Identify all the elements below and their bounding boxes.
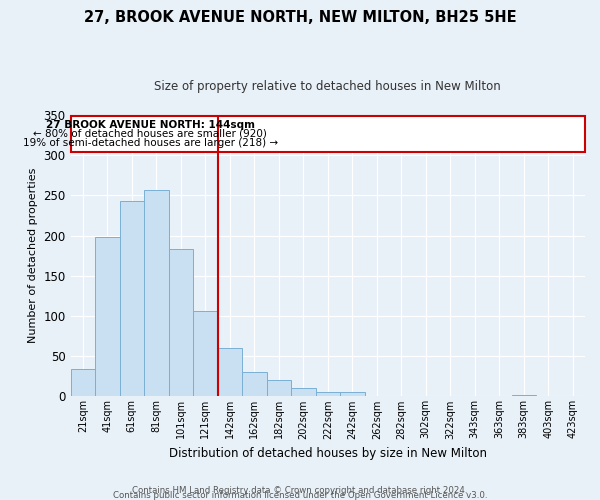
Bar	[242, 372, 266, 396]
Bar	[71, 116, 585, 152]
Bar	[119, 201, 144, 396]
Bar	[95, 237, 119, 396]
Bar	[266, 380, 291, 396]
Bar	[218, 348, 242, 397]
Bar	[144, 190, 169, 396]
Text: 27, BROOK AVENUE NORTH, NEW MILTON, BH25 5HE: 27, BROOK AVENUE NORTH, NEW MILTON, BH25…	[83, 10, 517, 25]
Text: 19% of semi-detached houses are larger (218) →: 19% of semi-detached houses are larger (…	[23, 138, 278, 147]
Text: Contains HM Land Registry data © Crown copyright and database right 2024.: Contains HM Land Registry data © Crown c…	[132, 486, 468, 495]
Bar	[71, 369, 95, 396]
Bar	[512, 395, 536, 396]
X-axis label: Distribution of detached houses by size in New Milton: Distribution of detached houses by size …	[169, 447, 487, 460]
Text: ← 80% of detached houses are smaller (920): ← 80% of detached houses are smaller (92…	[33, 128, 267, 138]
Title: Size of property relative to detached houses in New Milton: Size of property relative to detached ho…	[154, 80, 501, 93]
Bar	[340, 392, 365, 396]
Y-axis label: Number of detached properties: Number of detached properties	[28, 168, 38, 344]
Text: 27 BROOK AVENUE NORTH: 144sqm: 27 BROOK AVENUE NORTH: 144sqm	[46, 120, 255, 130]
Bar	[193, 311, 218, 396]
Bar	[291, 388, 316, 396]
Bar	[316, 392, 340, 396]
Bar	[169, 250, 193, 396]
Text: Contains public sector information licensed under the Open Government Licence v3: Contains public sector information licen…	[113, 490, 487, 500]
